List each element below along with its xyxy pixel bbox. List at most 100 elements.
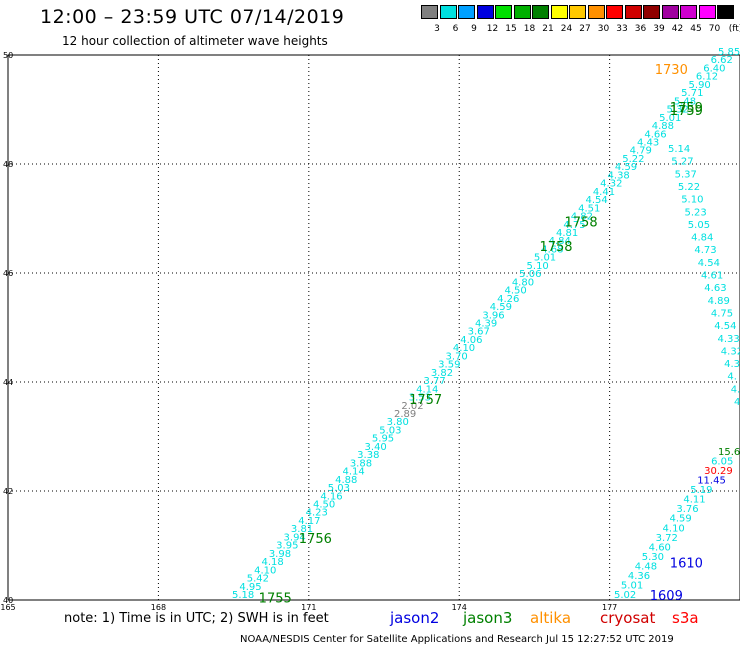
legend-swatch: [495, 5, 512, 19]
lon-tick-label: 177: [602, 603, 617, 612]
legend-bin-label: 36: [634, 24, 647, 34]
swh-value: 4.32: [600, 179, 622, 190]
legend-bin-label: 12: [486, 24, 499, 34]
swh-value: 4.61: [701, 271, 723, 282]
lat-tick-label: 42: [3, 487, 13, 496]
legend-swatch: [550, 5, 568, 19]
legend-swatch: [606, 5, 623, 19]
swh-value: 5.01: [659, 113, 681, 124]
legend-bin-label: 3: [434, 24, 440, 34]
swh-value: 4.26: [497, 294, 519, 305]
swh-value: 4.33: [718, 334, 740, 345]
swh-value: 3.53: [409, 393, 431, 404]
swh-value: 3.67: [468, 327, 490, 338]
legend-swatch: [476, 5, 494, 19]
lat-tick-label: 50: [3, 51, 13, 60]
swh-value: 4.10: [663, 523, 685, 534]
swh-value: 4.59: [615, 162, 637, 173]
time-label: 1759: [670, 104, 703, 119]
swh-value: 3.80: [387, 417, 409, 428]
swh-value: 5.18: [232, 590, 254, 601]
map-subtitle: 12 hour collection of altimeter wave hei…: [62, 34, 328, 48]
swh-value: 11.45: [697, 476, 726, 487]
time-label: 1609: [650, 589, 683, 604]
swh-value: 4.3: [724, 359, 740, 370]
swh-value: 4.17: [298, 516, 320, 527]
swh-value: 4.48: [635, 561, 657, 572]
legend-swatch: [439, 5, 457, 19]
swh-value: 3.95: [276, 541, 298, 552]
swh-value: 4.06: [460, 335, 482, 346]
swh-value: 4.50: [313, 500, 335, 511]
time-label: 1755: [259, 592, 292, 607]
swh-value: 4.73: [694, 245, 716, 256]
swh-value: 4.38: [608, 170, 630, 181]
swh-value: 5.32: [666, 105, 688, 116]
swh-value: 4.84: [691, 233, 713, 244]
swh-value: 4.32: [721, 346, 740, 357]
swh-value: 4.80: [512, 277, 534, 288]
swh-value: 5.71: [681, 88, 703, 99]
swh-value: 3.72: [656, 533, 678, 544]
swh-value: 5.01: [534, 253, 556, 264]
lat-tick-label: 46: [3, 269, 13, 278]
swh-value: 5.05: [688, 220, 710, 231]
legend-bin-label: 15: [505, 24, 517, 34]
swh-value: 5.06: [519, 269, 541, 280]
swh-value: 4.36: [628, 571, 650, 582]
swh-value: 5.23: [685, 207, 707, 218]
legend-swatch: [698, 5, 716, 19]
legend-bin-label: 6: [452, 24, 459, 34]
swh-value: 4.11: [683, 495, 705, 506]
swh-value: 4.81: [556, 228, 578, 239]
swh-value: 4.66: [644, 129, 666, 140]
legend-swatch: [661, 5, 679, 19]
swh-value: 5.10: [527, 261, 549, 272]
legend-swatch: [513, 5, 531, 19]
swh-value: 4.84: [549, 236, 571, 247]
swh-value: 5.90: [689, 80, 711, 91]
legend-jason3: jason3: [463, 609, 513, 627]
swh-value: 6.05: [711, 457, 733, 468]
time-label: 1756: [299, 532, 332, 547]
swh-value: 5.30: [642, 552, 664, 563]
swh-value: 2.89: [394, 409, 416, 420]
legend-swatch: [643, 5, 660, 19]
swh-value: 3.94: [284, 532, 306, 543]
swh-value: 4.79: [630, 146, 652, 157]
swh-value: 4.51: [578, 203, 600, 214]
swh-value: 3.88: [350, 458, 372, 469]
swh-value: 4.95: [239, 582, 261, 593]
map-title: 12:00 – 23:59 UTC 07/14/2019: [40, 6, 345, 28]
swh-value: 6.12: [696, 72, 718, 83]
swh-value: 3.81: [291, 524, 313, 535]
lon-tick-label: 174: [452, 603, 467, 612]
swh-value: 4.75: [563, 220, 585, 231]
lon-tick-label: 165: [0, 603, 15, 612]
lon-tick-label: 171: [301, 603, 316, 612]
map-frame: [7, 54, 740, 601]
time-label: 1757: [409, 393, 442, 408]
swh-value: 6.40: [703, 63, 725, 74]
legend-bin-label: 30: [597, 24, 610, 34]
legend-swatch: [624, 5, 642, 19]
time-label: 1758: [539, 240, 572, 255]
swh-value: 4.39: [475, 319, 497, 330]
legend-swatch: [587, 5, 605, 19]
swh-value: 5.19: [690, 485, 712, 496]
swh-value: 5.48: [674, 96, 696, 107]
swh-value: 5.14: [668, 144, 690, 155]
swh-value: 5.42: [247, 574, 269, 585]
swh-value: 3.70: [446, 351, 468, 362]
swh-value: 3.82: [431, 368, 453, 379]
swh-value: 3.38: [357, 450, 379, 461]
swh-value: 6.62: [711, 55, 733, 66]
swh-value: 5.02: [614, 590, 636, 601]
swh-value: 5.10: [681, 195, 703, 206]
swh-value: 15.6: [718, 447, 740, 458]
swh-value: 4.54: [585, 195, 607, 206]
swh-value: 4.: [731, 384, 740, 395]
swh-value: 5.37: [675, 169, 697, 180]
swh-value: 4.16: [320, 491, 342, 502]
